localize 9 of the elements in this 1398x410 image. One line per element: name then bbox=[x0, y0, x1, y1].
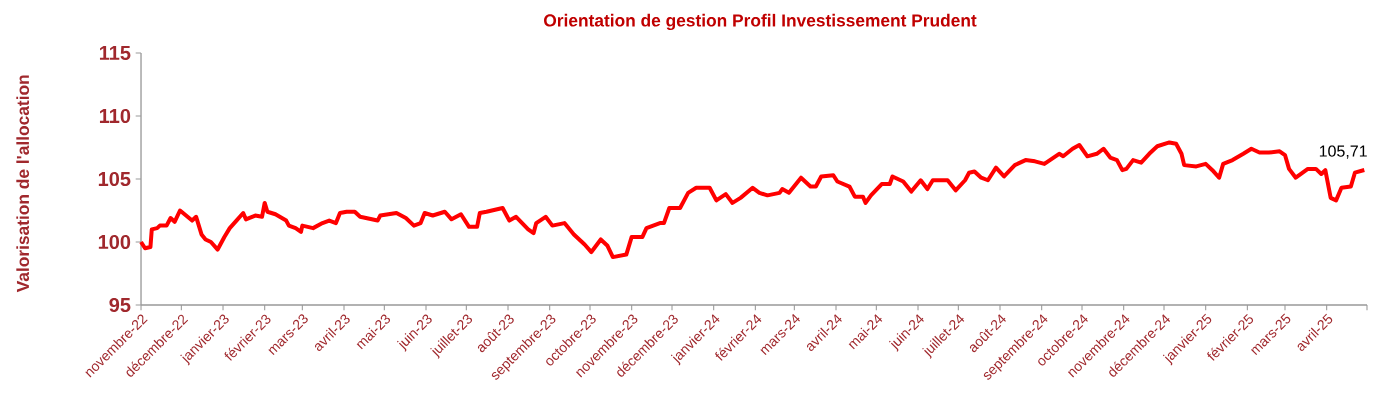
y-tick-label: 100 bbox=[98, 234, 131, 250]
annotation: 105,71 bbox=[1319, 145, 1367, 159]
y-tick-label: 105 bbox=[98, 171, 131, 187]
chart-title: Orientation de gestion Profil Investissement Prudent bbox=[544, 13, 977, 31]
y-tick-label: 95 bbox=[109, 297, 131, 313]
y-axis-title: Valorisation de l'allocation bbox=[16, 75, 30, 293]
line-series bbox=[139, 140, 1367, 260]
y-tick-label: 110 bbox=[99, 108, 131, 124]
y-tick-label: 115 bbox=[99, 46, 131, 60]
